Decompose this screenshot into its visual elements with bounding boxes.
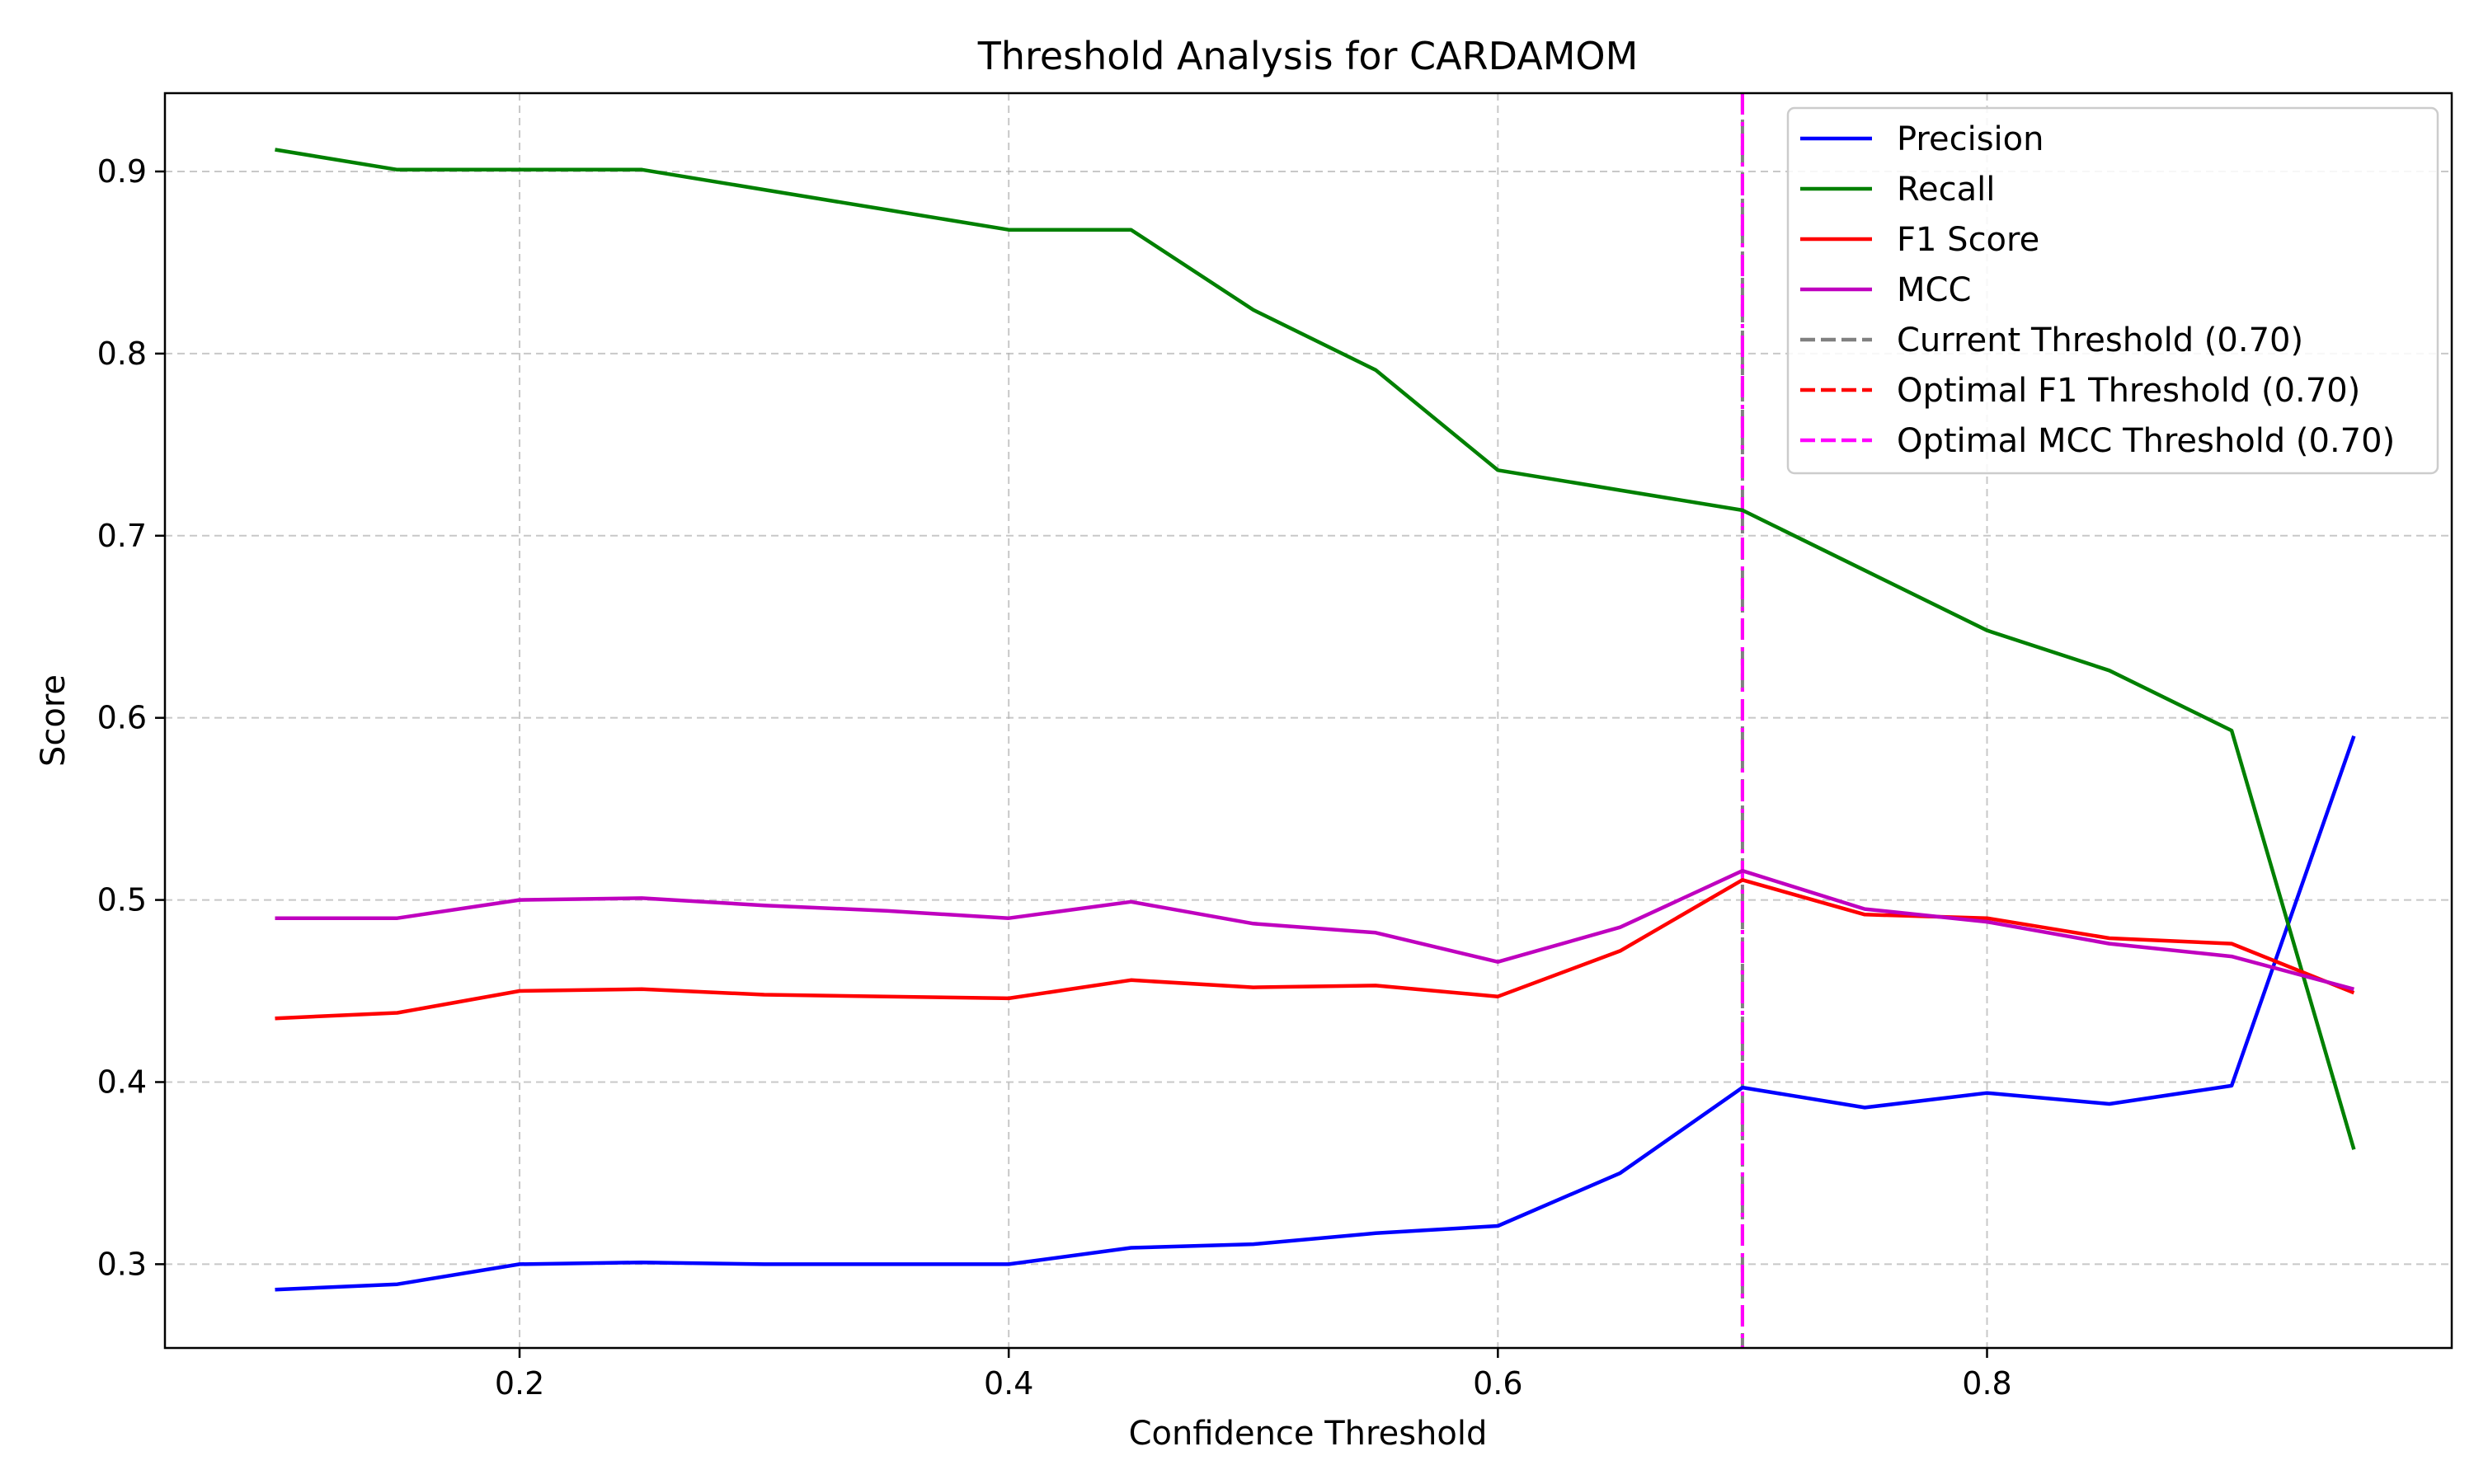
legend-label-f1-score: F1 Score	[1897, 221, 2039, 259]
legend-label-optimal-f1-threshold-0-70: Optimal F1 Threshold (0.70)	[1897, 372, 2360, 410]
legend-frame	[1786, 106, 2439, 475]
x-tick-label: 0.6	[1473, 1365, 1522, 1402]
legend-label-recall: Recall	[1897, 171, 1995, 209]
series-mcc-line	[275, 868, 2354, 991]
legend-label-precision: Precision	[1897, 120, 2044, 158]
y-tick-label: 0.3	[97, 1246, 147, 1282]
y-tick-label: 0.6	[97, 700, 147, 736]
axis-ticks: 0.2 0.4 0.6 0.8 0.3 0.4 0.5 0.6 0.7 0.8 0.9	[97, 153, 2012, 1402]
x-tick-label: 0.4	[984, 1365, 1033, 1402]
plot-area-frame	[163, 92, 2453, 1350]
y-tick-label: 0.5	[97, 882, 147, 918]
y-tick-label: 0.9	[97, 153, 147, 190]
legend-label-mcc: MCC	[1897, 271, 1971, 309]
x-axis-label: Confidence Threshold	[1129, 1415, 1488, 1453]
chart-title: Threshold Analysis for CARDAMOM	[977, 34, 1639, 78]
x-tick-label: 0.8	[1962, 1365, 2011, 1402]
y-tick-label: 0.8	[97, 336, 147, 372]
y-tick-label: 0.7	[97, 518, 147, 554]
x-tick-label: 0.2	[495, 1365, 544, 1402]
legend-label-current-threshold-0-70: Current Threshold (0.70)	[1897, 322, 2303, 359]
y-axis-label: Score	[35, 674, 73, 767]
series-lines	[275, 148, 2356, 1292]
legend: Precision Recall F1 Score MCC Current Thresh…	[1786, 106, 2439, 475]
series-f1-score-line	[275, 878, 2355, 1021]
series-precision-line	[275, 735, 2356, 1292]
series-recall-line	[275, 148, 2356, 1150]
y-tick-label: 0.4	[97, 1064, 147, 1100]
legend-label-optimal-mcc-threshold-0-70: Optimal MCC Threshold (0.70)	[1897, 422, 2395, 460]
